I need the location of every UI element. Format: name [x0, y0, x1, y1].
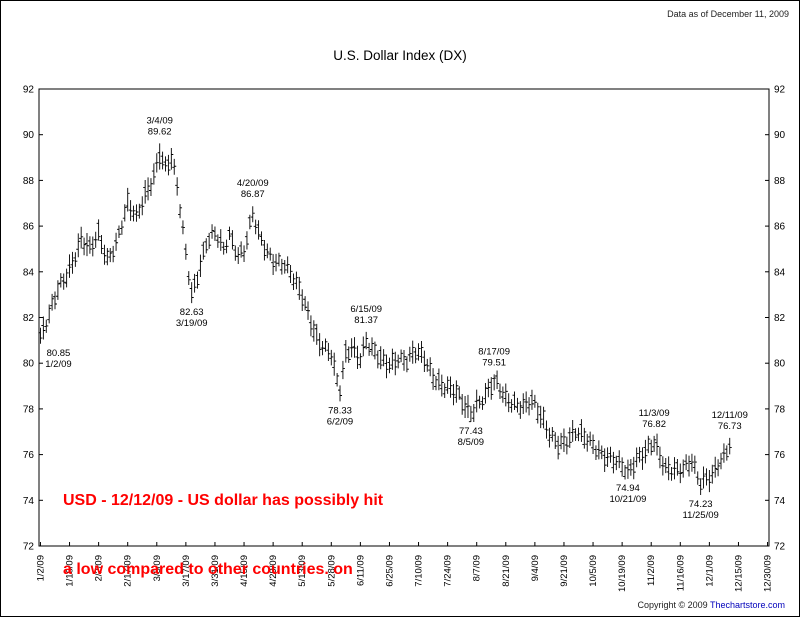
svg-text:78: 78 [774, 404, 786, 415]
svg-text:12/30/09: 12/30/09 [763, 555, 774, 592]
svg-text:78.33: 78.33 [328, 405, 352, 416]
svg-text:84: 84 [23, 267, 35, 278]
svg-text:74.94: 74.94 [616, 483, 640, 494]
annotation-line: USD - 12/12/09 - US dollar has possibly … [63, 492, 384, 509]
svg-text:8/21/09: 8/21/09 [501, 555, 512, 587]
svg-text:1/16/09: 1/16/09 [65, 555, 76, 587]
svg-text:5/13/09: 5/13/09 [297, 555, 308, 587]
svg-text:11/25/09: 11/25/09 [683, 510, 719, 521]
analyst-annotation: USD - 12/12/09 - US dollar has possibly … [63, 443, 384, 616]
svg-text:9/21/09: 9/21/09 [559, 555, 570, 587]
svg-text:8/17/09: 8/17/09 [478, 346, 510, 357]
svg-text:76.73: 76.73 [718, 421, 742, 432]
svg-text:74.23: 74.23 [689, 499, 713, 510]
svg-text:6/2/09: 6/2/09 [327, 416, 353, 427]
svg-text:11/2/09: 11/2/09 [646, 555, 657, 586]
svg-text:80: 80 [774, 359, 786, 370]
svg-text:8/5/09: 8/5/09 [458, 437, 484, 448]
svg-text:77.43: 77.43 [459, 426, 483, 437]
svg-text:4/15/09: 4/15/09 [239, 555, 250, 587]
svg-text:88: 88 [774, 176, 786, 187]
svg-text:3/3/09: 3/3/09 [152, 555, 163, 581]
svg-text:12/11/09: 12/11/09 [712, 410, 748, 421]
chart-title: U.S. Dollar Index (DX) [333, 48, 467, 63]
svg-text:92: 92 [774, 85, 786, 96]
svg-text:1/2/09: 1/2/09 [35, 555, 46, 581]
svg-text:86.87: 86.87 [241, 189, 265, 200]
svg-text:11/16/09: 11/16/09 [675, 555, 686, 591]
chartstore-link[interactable]: Thechartstore.com [709, 600, 785, 610]
svg-text:74: 74 [774, 496, 786, 507]
copyright: Copyright © 2009 Thechartstore.com [637, 600, 785, 610]
svg-text:8/7/09: 8/7/09 [472, 555, 483, 581]
svg-text:76: 76 [23, 450, 35, 461]
svg-text:4/20/09: 4/20/09 [237, 178, 269, 189]
svg-text:89.62: 89.62 [148, 126, 172, 137]
svg-text:82: 82 [23, 313, 35, 324]
copyright-text: Copyright © 2009 [637, 600, 710, 610]
svg-text:88: 88 [23, 176, 35, 187]
svg-text:81.37: 81.37 [354, 315, 378, 326]
svg-text:84: 84 [774, 267, 786, 278]
svg-text:90: 90 [774, 130, 786, 141]
svg-text:82: 82 [774, 313, 786, 324]
svg-text:10/5/09: 10/5/09 [588, 555, 599, 587]
svg-text:5/28/09: 5/28/09 [326, 555, 337, 587]
svg-text:86: 86 [774, 222, 786, 233]
svg-text:7/10/09: 7/10/09 [414, 555, 425, 587]
svg-text:2/2/09: 2/2/09 [94, 555, 105, 581]
svg-text:79.51: 79.51 [482, 357, 506, 368]
svg-text:3/31/09: 3/31/09 [210, 555, 221, 587]
svg-text:86: 86 [23, 222, 35, 233]
svg-text:4/29/09: 4/29/09 [268, 555, 279, 587]
svg-text:3/17/09: 3/17/09 [181, 555, 192, 587]
svg-text:72: 72 [23, 542, 35, 553]
svg-text:80.85: 80.85 [47, 348, 71, 359]
svg-text:2/17/09: 2/17/09 [123, 555, 134, 587]
svg-text:1/2/09: 1/2/09 [45, 359, 71, 370]
svg-text:74: 74 [23, 496, 35, 507]
svg-text:82.63: 82.63 [180, 307, 204, 318]
svg-text:6/15/09: 6/15/09 [350, 304, 382, 315]
svg-text:76: 76 [774, 450, 786, 461]
svg-text:10/21/09: 10/21/09 [609, 494, 646, 505]
svg-text:6/25/09: 6/25/09 [384, 555, 395, 587]
data-as-of-label: Data as of December 11, 2009 [667, 9, 789, 19]
svg-text:90: 90 [23, 130, 35, 141]
svg-text:12/1/09: 12/1/09 [704, 555, 715, 587]
svg-text:3/4/09: 3/4/09 [146, 115, 172, 126]
svg-text:78: 78 [23, 404, 35, 415]
svg-text:76.82: 76.82 [642, 419, 666, 430]
svg-text:11/3/09: 11/3/09 [639, 408, 670, 419]
annotation-line: a low compared to other countries. on [63, 561, 353, 578]
svg-text:12/15/09: 12/15/09 [733, 555, 744, 592]
svg-text:72: 72 [774, 542, 786, 553]
svg-text:3/19/09: 3/19/09 [176, 318, 208, 329]
svg-text:7/24/09: 7/24/09 [443, 555, 454, 587]
svg-text:9/4/09: 9/4/09 [530, 555, 541, 581]
svg-text:80: 80 [23, 359, 35, 370]
svg-text:92: 92 [23, 85, 35, 96]
svg-text:6/11/09: 6/11/09 [355, 555, 366, 586]
svg-text:10/19/09: 10/19/09 [617, 555, 628, 592]
